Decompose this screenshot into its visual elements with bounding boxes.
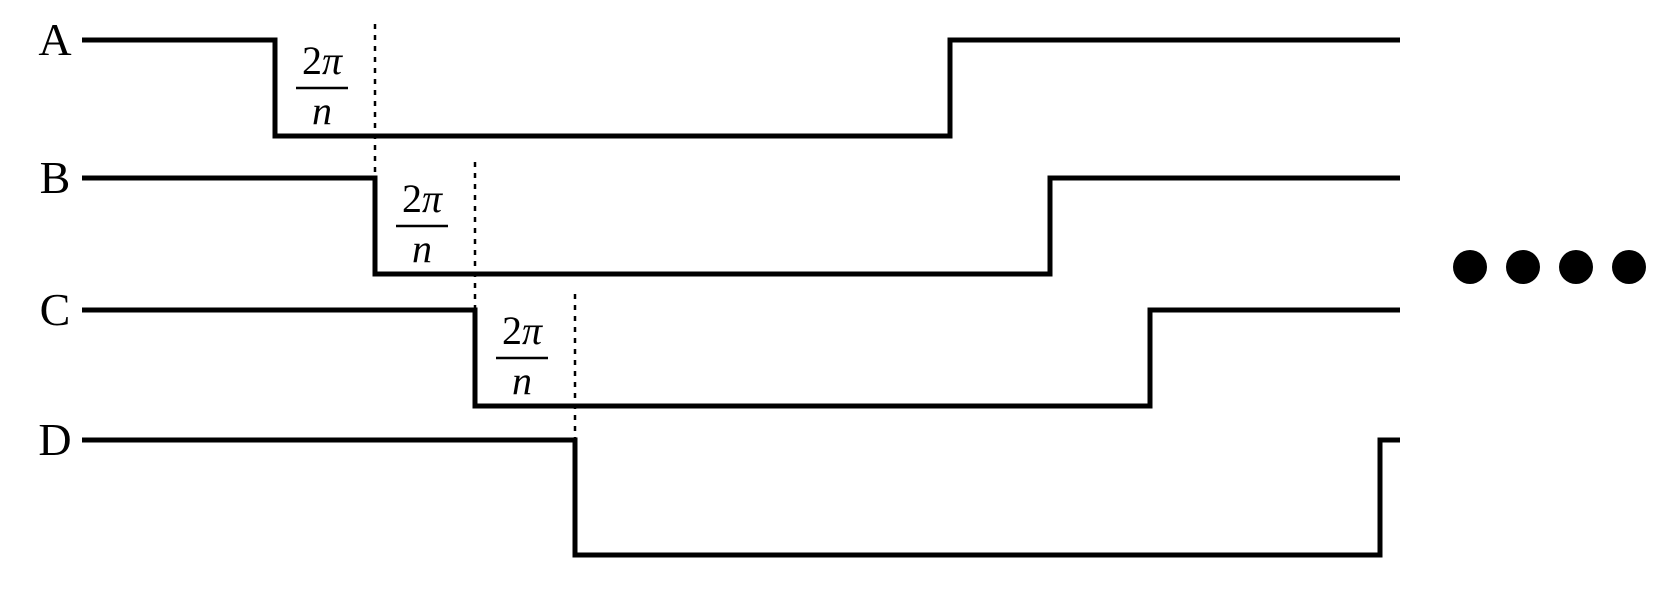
fraction-numerator: 2π (302, 38, 343, 83)
signal-label-d: D (38, 414, 71, 465)
fraction-denominator: n (512, 358, 532, 403)
ellipsis-dot-1 (1506, 250, 1540, 284)
background (0, 0, 1656, 602)
signal-label-b: B (40, 152, 71, 203)
fraction-denominator: n (412, 226, 432, 271)
signal-label-c: C (40, 284, 71, 335)
signal-label-a: A (38, 14, 71, 65)
ellipsis-dot-2 (1559, 250, 1593, 284)
fraction-numerator: 2π (502, 308, 543, 353)
fraction-numerator: 2π (402, 176, 443, 221)
ellipsis-dot-0 (1453, 250, 1487, 284)
ellipsis-dot-3 (1612, 250, 1646, 284)
fraction-denominator: n (312, 88, 332, 133)
